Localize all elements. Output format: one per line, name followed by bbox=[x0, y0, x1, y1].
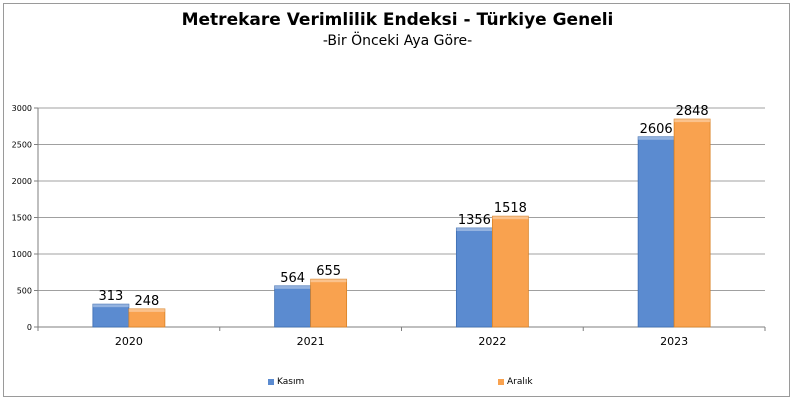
y-tick-label: 1500 bbox=[12, 214, 32, 223]
x-tick-label: 2021 bbox=[297, 335, 325, 348]
bar-aralik bbox=[673, 118, 711, 328]
y-tick-label: 2500 bbox=[12, 141, 32, 150]
legend-item-aralik: Aralık bbox=[498, 377, 533, 387]
data-label: 1356 bbox=[458, 213, 491, 228]
bar-kasim bbox=[637, 136, 675, 328]
bar-highlight bbox=[674, 119, 711, 123]
bar-aralik bbox=[128, 308, 166, 328]
bar-kasim bbox=[274, 285, 312, 328]
legend-label-kasim: Kasım bbox=[277, 377, 305, 387]
y-tick-label: 2000 bbox=[12, 177, 32, 186]
y-tick-label: 3000 bbox=[12, 104, 32, 113]
data-label: 248 bbox=[134, 294, 159, 309]
bar-highlight bbox=[128, 308, 165, 312]
legend-swatch-aralik bbox=[498, 379, 504, 385]
legend-item-kasim: Kasım bbox=[268, 377, 304, 387]
bar-highlight bbox=[310, 279, 347, 283]
data-label: 2848 bbox=[676, 104, 709, 119]
bar-kasim bbox=[455, 227, 493, 328]
bar-highlight bbox=[274, 285, 311, 289]
chart-subtitle: -Bir Önceki Aya Göre- bbox=[322, 33, 473, 49]
y-tick-label: 0 bbox=[27, 323, 32, 332]
data-label: 564 bbox=[280, 271, 305, 286]
data-label: 1518 bbox=[494, 201, 527, 216]
legend-label-aralik: Aralık bbox=[507, 377, 533, 387]
data-label: 2606 bbox=[640, 122, 673, 137]
bar-highlight bbox=[92, 304, 129, 308]
bar-highlight bbox=[638, 136, 675, 140]
y-tick-label: 500 bbox=[17, 287, 32, 296]
x-tick-label: 2020 bbox=[115, 335, 143, 348]
bar-aralik bbox=[491, 215, 529, 328]
legend-swatch-kasim bbox=[268, 379, 274, 385]
chart-title: Metrekare Verimlilik Endeksi - Türkiye G… bbox=[181, 10, 614, 30]
bar-highlight bbox=[456, 228, 493, 232]
x-tick-label: 2022 bbox=[478, 335, 506, 348]
y-tick-label: 1000 bbox=[12, 250, 32, 259]
bar-kasim bbox=[92, 303, 130, 328]
bar-highlight bbox=[492, 216, 529, 220]
bar-aralik bbox=[310, 278, 348, 328]
data-label: 313 bbox=[98, 289, 123, 304]
x-tick-label: 2023 bbox=[660, 335, 688, 348]
data-label: 655 bbox=[316, 264, 341, 279]
